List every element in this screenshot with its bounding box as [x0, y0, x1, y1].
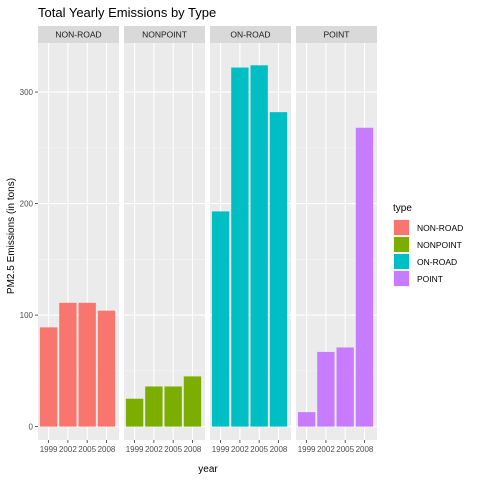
panel-background — [124, 43, 205, 440]
bar-point-2008 — [355, 127, 374, 427]
bar-nonpoint-2002 — [145, 386, 163, 427]
legend-label: POINT — [417, 274, 443, 284]
bar-on-road-2008 — [269, 112, 288, 427]
bar-nonpoint-2005 — [164, 386, 182, 427]
facet-strip-label: POINT — [324, 30, 350, 40]
x-tick-label: 1999 — [40, 445, 58, 454]
x-tick-label: 2005 — [164, 445, 182, 454]
x-tick-label: 2002 — [59, 445, 77, 454]
x-tick-label: 2005 — [78, 445, 96, 454]
legend-label: NON-ROAD — [417, 223, 463, 233]
x-tick-label: 2002 — [231, 445, 249, 454]
bar-nonpoint-1999 — [125, 398, 144, 427]
legend-label: ON-ROAD — [417, 257, 457, 267]
y-tick-label: 0 — [29, 423, 34, 432]
bar-point-1999 — [297, 412, 316, 427]
x-tick-label: 2008 — [356, 445, 374, 454]
x-tick-label: 2005 — [336, 445, 354, 454]
x-tick-label: 2008 — [270, 445, 288, 454]
legend: type NON-ROAD NONPOINT ON-ROAD POINT — [393, 203, 463, 287]
legend-title: type — [393, 203, 412, 214]
x-tick-label: 2008 — [184, 445, 202, 454]
y-axis-title: PM2.5 Emissions (in tons) — [6, 178, 17, 294]
facet-strip-label: NONPOINT — [142, 30, 187, 40]
x-tick-label: 2002 — [145, 445, 163, 454]
bar-point-2005 — [336, 347, 354, 427]
x-tick-label: 2008 — [98, 445, 116, 454]
x-tick-label: 1999 — [212, 445, 230, 454]
y-tick-label: 100 — [20, 311, 34, 320]
y-axis: 0 100 200 300 — [20, 88, 38, 432]
bar-point-2002 — [317, 351, 335, 427]
x-tick-label: 2002 — [317, 445, 335, 454]
facet-strip — [210, 26, 291, 43]
legend-swatch-point — [394, 271, 409, 286]
x-tick-label: 2005 — [250, 445, 268, 454]
facet-strip — [38, 26, 119, 43]
x-axis-title: year — [198, 464, 218, 475]
facet-point: POINT 1999 2002 2005 2008 — [296, 26, 377, 454]
bar-non-road-1999 — [39, 327, 58, 427]
legend-swatch-nonpoint — [394, 237, 409, 252]
legend-swatch-non-road — [394, 220, 409, 235]
bar-nonpoint-2008 — [183, 376, 202, 427]
bar-on-road-1999 — [211, 211, 230, 427]
bar-non-road-2005 — [78, 302, 96, 427]
chart-title: Total Yearly Emissions by Type — [38, 5, 216, 20]
facet-strip-label: NON-ROAD — [55, 30, 101, 40]
bar-on-road-2005 — [250, 65, 268, 427]
x-tick-label: 1999 — [298, 445, 316, 454]
y-tick-label: 200 — [20, 200, 34, 209]
bar-non-road-2002 — [59, 302, 77, 427]
x-tick-label: 1999 — [126, 445, 144, 454]
facet-non-road: NON-ROAD 1999 2002 2005 2008 — [38, 26, 119, 454]
facet-strip-label: ON-ROAD — [230, 30, 270, 40]
bar-non-road-2008 — [97, 310, 116, 427]
bar-on-road-2002 — [231, 67, 249, 427]
y-tick-label: 300 — [20, 88, 34, 97]
facet-strip — [124, 26, 205, 43]
facet-on-road: ON-ROAD 1999 2002 2005 2008 — [210, 26, 291, 454]
facet-strip — [296, 26, 377, 43]
facet-nonpoint: NONPOINT 1999 2002 2005 2008 — [124, 26, 205, 454]
legend-label: NONPOINT — [417, 240, 462, 250]
legend-swatch-on-road — [394, 254, 409, 269]
